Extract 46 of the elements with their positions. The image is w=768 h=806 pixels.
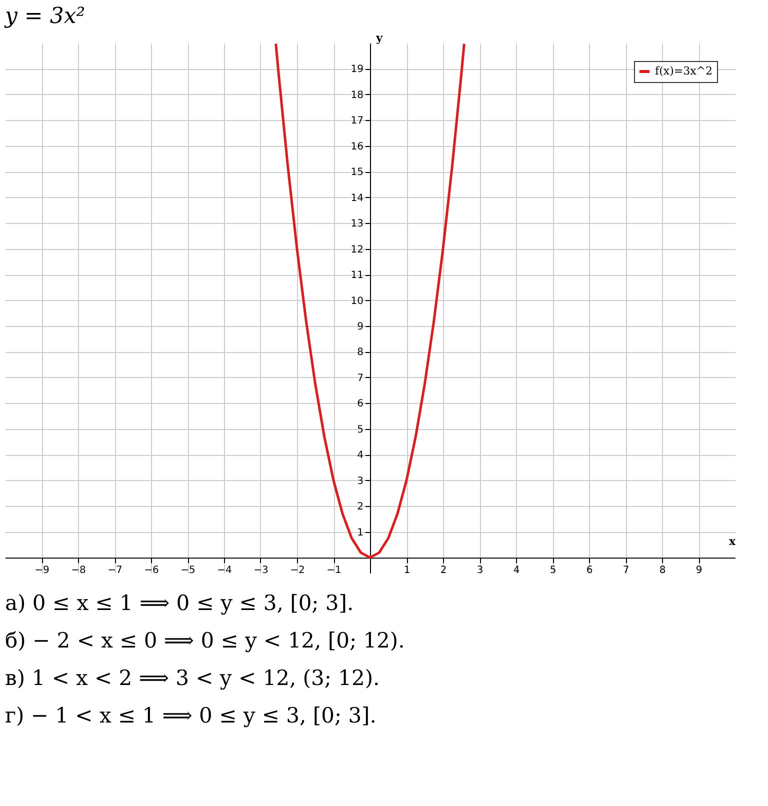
y-tick-label: 8 — [357, 347, 364, 358]
y-tick-label: 15 — [350, 167, 364, 178]
x-tick-label: −9 — [34, 565, 50, 576]
y-tick-label: 12 — [350, 244, 364, 256]
text: в) 1 < x < 2 ⟹ 3 < y < 12, (3; 12). — [5, 666, 380, 690]
y-tick-label: 16 — [350, 141, 364, 152]
x-tick-label: 6 — [586, 565, 593, 576]
y-tick-label: 10 — [350, 296, 364, 307]
text: г) − 1 < x ≤ 1 ⟹ 0 ≤ y ≤ 3, [0; 3]. — [5, 703, 376, 728]
y-tick-label: 17 — [350, 116, 364, 127]
x-tick-label: −2 — [290, 565, 305, 576]
x-tick-label: −8 — [71, 565, 86, 576]
x-axis-title: x — [728, 535, 736, 548]
x-tick-label: 8 — [659, 565, 666, 576]
y-tick-label: 11 — [350, 270, 364, 282]
y-tick-label: 14 — [350, 192, 364, 204]
chart-title: y = 3x² — [4, 4, 86, 29]
legend-label: f(x)=3x^2 — [655, 64, 712, 78]
x-tick-label: 9 — [696, 565, 702, 576]
y-tick-label: 9 — [357, 322, 364, 333]
x-tick-label: −6 — [144, 565, 159, 576]
x-tick-label: 2 — [440, 565, 447, 576]
line-series — [274, 43, 466, 559]
y-tick-label: 1 — [357, 527, 364, 538]
y-tick-label: 13 — [350, 218, 364, 230]
x-tick-label: −7 — [108, 565, 122, 576]
y-tick-label: 4 — [357, 450, 364, 462]
x-tick-label: 7 — [622, 565, 630, 576]
y-tick-label: 6 — [357, 398, 364, 410]
x-tick-label: 4 — [513, 565, 520, 576]
y-tick-label: 2 — [357, 502, 364, 513]
x-tick-label: −4 — [217, 565, 232, 576]
x-tick-label: 5 — [550, 565, 556, 576]
text: а) 0 ≤ x ≤ 1 ⟹ 0 ≤ y ≤ 3, [0; 3]. — [5, 590, 354, 615]
y-tick-label: 5 — [357, 424, 364, 436]
x-tick-label: −3 — [254, 565, 268, 576]
y-tick-label: 7 — [357, 372, 364, 384]
x-tick-label: 1 — [404, 565, 410, 576]
y-tick-label: 3 — [357, 476, 364, 487]
x-tick-label: −1 — [326, 565, 342, 576]
x-tick-label: 3 — [476, 565, 484, 576]
text: б) − 2 < x ≤ 0 ⟹ 0 ≤ y < 12, [0; 12). — [5, 628, 405, 652]
y-axis-title: y — [375, 32, 384, 44]
y-tick-label: 19 — [350, 64, 364, 76]
x-tick-label: −5 — [180, 565, 196, 576]
y-tick-label: 18 — [350, 90, 364, 101]
